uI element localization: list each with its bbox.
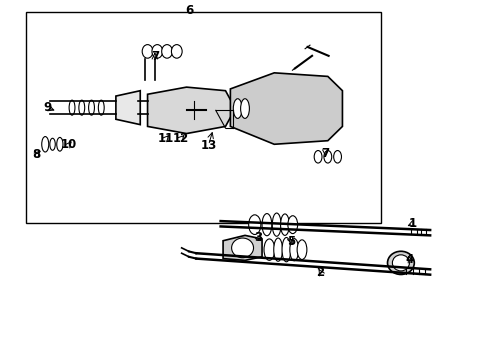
Text: 13: 13 <box>200 139 217 152</box>
Polygon shape <box>116 91 140 125</box>
Ellipse shape <box>290 239 298 261</box>
Ellipse shape <box>162 45 172 58</box>
Text: 11: 11 <box>157 132 174 145</box>
Ellipse shape <box>42 136 49 152</box>
Ellipse shape <box>334 150 342 163</box>
Ellipse shape <box>50 138 55 150</box>
Polygon shape <box>223 235 262 260</box>
Text: 12: 12 <box>172 132 189 145</box>
Polygon shape <box>230 73 343 144</box>
Ellipse shape <box>57 138 63 151</box>
Ellipse shape <box>324 150 332 163</box>
Ellipse shape <box>69 100 75 115</box>
Text: 2: 2 <box>317 266 324 279</box>
Ellipse shape <box>264 239 275 260</box>
Ellipse shape <box>233 99 242 118</box>
Bar <box>26 12 381 223</box>
Ellipse shape <box>281 214 289 235</box>
Ellipse shape <box>142 45 153 58</box>
Ellipse shape <box>89 100 95 115</box>
Ellipse shape <box>152 45 163 58</box>
Text: 10: 10 <box>60 139 77 152</box>
Polygon shape <box>147 87 235 134</box>
Text: 7: 7 <box>321 147 329 160</box>
Text: 3: 3 <box>255 231 263 244</box>
Ellipse shape <box>241 99 249 118</box>
Ellipse shape <box>274 238 283 261</box>
Ellipse shape <box>392 255 410 271</box>
Text: 4: 4 <box>406 253 414 266</box>
Ellipse shape <box>248 215 261 234</box>
Ellipse shape <box>262 213 272 236</box>
Ellipse shape <box>79 100 85 115</box>
Text: 9: 9 <box>44 102 52 114</box>
Ellipse shape <box>98 100 104 115</box>
Text: 6: 6 <box>185 4 193 17</box>
Text: 5: 5 <box>287 235 295 248</box>
Text: 8: 8 <box>32 148 41 161</box>
Ellipse shape <box>272 213 281 236</box>
Text: 1: 1 <box>409 217 417 230</box>
Ellipse shape <box>388 251 415 274</box>
Ellipse shape <box>314 150 322 163</box>
Ellipse shape <box>172 45 182 58</box>
Ellipse shape <box>297 240 307 260</box>
Ellipse shape <box>232 238 253 258</box>
Ellipse shape <box>288 216 297 234</box>
Text: 7: 7 <box>151 50 159 63</box>
Ellipse shape <box>282 238 291 262</box>
